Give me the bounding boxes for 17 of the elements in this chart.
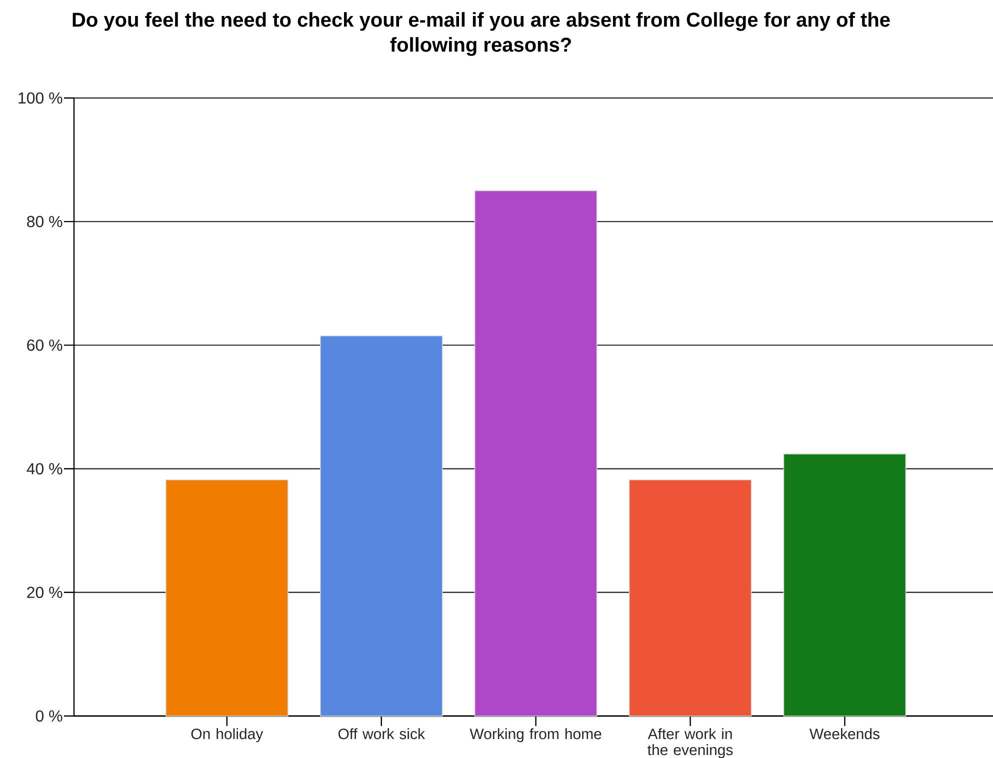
y-tick-label: 60 % — [27, 340, 62, 351]
y-tick-label: 0 % — [36, 710, 62, 722]
x-tick-label: After work in the evenings — [648, 728, 733, 758]
bar — [628, 480, 752, 716]
chart-title: Do you feel the need to check your e-mail if you are absent from College for any of the following reasons? — [72, 12, 890, 56]
bar — [166, 480, 288, 716]
y-tick-label: 100 % — [18, 92, 62, 104]
y-tick-label: 40 % — [26, 463, 62, 474]
bar — [474, 190, 598, 716]
x-tick-label: Off work sick — [338, 728, 425, 740]
bar — [320, 336, 443, 716]
x-tick-label: On holiday — [191, 728, 264, 742]
x-tick-label: Working from home — [470, 728, 602, 742]
bar — [783, 454, 906, 716]
x-tick-label: Weekends — [809, 728, 880, 740]
y-tick-label: 20 % — [27, 586, 62, 598]
y-tick-label: 80 % — [27, 216, 62, 228]
